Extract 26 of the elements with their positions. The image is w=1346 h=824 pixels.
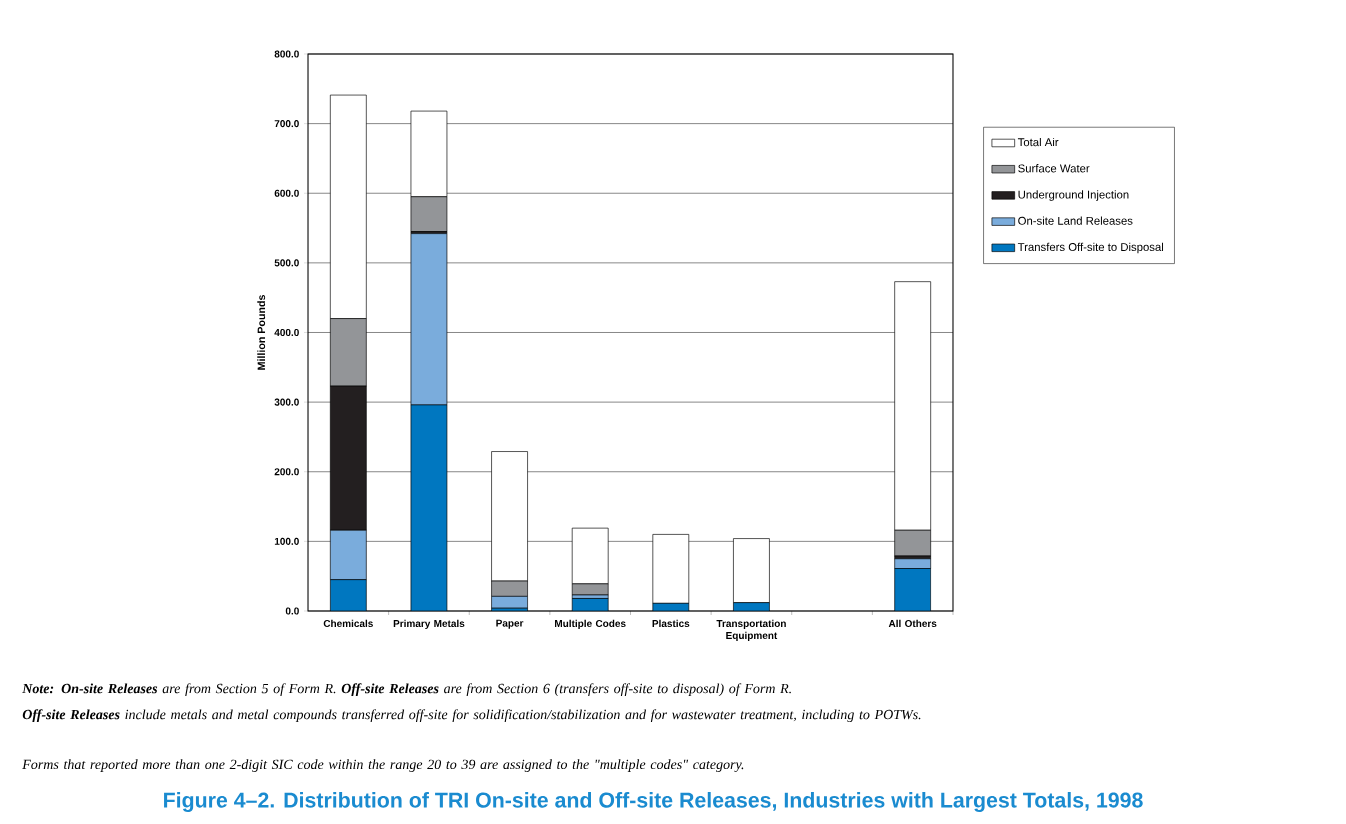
- y-tick-label: 500.0: [274, 259, 299, 267]
- x-tick-label: Transportation Equipment: [716, 619, 786, 642]
- x-tick-label: Primary Metals: [393, 619, 465, 630]
- text: Off-site Releases include metals and metal compounds transferred off-site for solidification/stabilization and for wastewater treatment, including to POTWs.: [22, 709, 921, 723]
- y-tick-label: 100.0: [274, 537, 299, 545]
- x-tick-label: Multiple Codes: [555, 619, 626, 630]
- legend-label: Transfers Off-site to Disposal: [1017, 242, 1164, 254]
- y-tick-label: 0.0: [285, 607, 299, 615]
- text: Forms that reported more than one 2-digit SIC code within the range 20 to 39 are assigned to the "multiple codes" category.: [22, 759, 744, 772]
- legend-label: On-site Land Releases: [1018, 216, 1133, 225]
- y-tick-label: 600.0: [274, 189, 299, 197]
- text: Figure 4–2. Distribution of TRI On-site and Off-site Releases, Industries with Largest Totals, 1998: [164, 792, 1143, 812]
- y-tick-label: 300.0: [274, 398, 299, 406]
- y-tick-label: 200.0: [274, 468, 299, 476]
- y-axis-title: Million Pounds: [257, 294, 266, 370]
- x-tick-label: Chemicals: [323, 619, 373, 628]
- x-tick-label: All Others: [888, 619, 937, 628]
- y-tick-label: 400.0: [274, 328, 299, 337]
- text: Note: On-site Releases are from Section 5 of Form R. Off-site Releases are from Section 6 (transfers off-site to disposal) of Form R.: [22, 683, 791, 697]
- x-tick-label: Paper: [496, 619, 524, 629]
- x-tick-label: Plastics: [652, 619, 690, 628]
- legend-label: Surface Water: [1018, 164, 1090, 173]
- legend-label: Total Air: [1017, 137, 1059, 147]
- y-tick-label: 700.0: [274, 120, 299, 128]
- legend-label: Underground Injection: [1018, 190, 1129, 201]
- y-tick-label: 800.0: [274, 50, 299, 58]
